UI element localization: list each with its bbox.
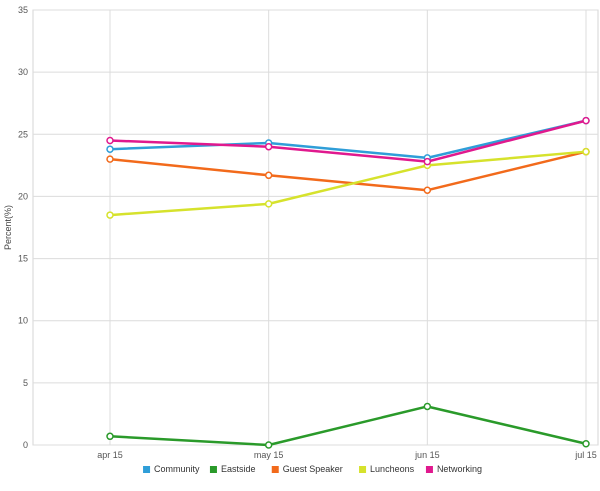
data-point[interactable] (106, 211, 114, 219)
data-point[interactable] (106, 136, 114, 145)
plot-frame (32, 9, 599, 446)
data-point[interactable] (264, 171, 273, 180)
series-line (109, 150, 587, 217)
y-tick-label: 5 (23, 378, 28, 388)
x-tick-label: apr 15 (97, 450, 123, 460)
y-tick-label: 25 (18, 129, 28, 139)
data-point[interactable] (106, 155, 114, 163)
legend-item[interactable]: Eastside (209, 464, 256, 474)
data-point[interactable] (264, 142, 273, 151)
x-axis-ticks: apr 15 may 15 jun 15 jul 15 (97, 450, 597, 460)
data-point[interactable] (582, 116, 590, 125)
data-point[interactable] (106, 145, 114, 153)
y-tick-label: 30 (18, 67, 28, 77)
legend-item[interactable]: Networking (425, 464, 482, 474)
legend-swatch (425, 466, 433, 473)
legend-label: Community (154, 464, 200, 474)
series-line (109, 119, 587, 163)
legend-label: Eastside (221, 464, 256, 474)
legend-swatch (359, 466, 367, 473)
data-point[interactable] (106, 432, 114, 441)
y-axis-title: Percent(%) (3, 205, 13, 250)
x-tick-label: may 15 (254, 450, 284, 460)
series-line (109, 119, 587, 160)
y-axis-ticks: 0 5 10 15 20 25 30 35 (18, 5, 28, 450)
grid (32, 9, 599, 446)
y-tick-label: 35 (18, 5, 28, 15)
legend-label: Networking (437, 464, 482, 474)
legend-swatch (271, 466, 279, 473)
legend-item[interactable]: Luncheons (359, 464, 415, 474)
x-tick-label: jun 15 (414, 450, 440, 460)
legend-item[interactable]: Guest Speaker (271, 464, 343, 474)
y-tick-label: 20 (18, 191, 28, 201)
data-point[interactable] (582, 440, 590, 448)
data-point[interactable] (423, 157, 432, 166)
legend-item[interactable]: Community (143, 464, 200, 474)
y-tick-label: 0 (23, 440, 28, 450)
legend-label: Guest Speaker (283, 464, 343, 474)
data-point[interactable] (423, 186, 432, 194)
legend: Community Eastside Guest Speaker Luncheons N… (143, 464, 482, 474)
series-line (109, 405, 587, 447)
y-tick-label: 10 (18, 316, 28, 326)
series-layer (106, 116, 590, 449)
x-tick-label: jul 15 (574, 450, 597, 460)
data-point[interactable] (264, 441, 273, 449)
legend-swatch (209, 466, 217, 473)
data-point[interactable] (264, 200, 273, 208)
legend-swatch (143, 466, 151, 473)
series-luncheons (106, 147, 590, 219)
legend-label: Luncheons (370, 464, 415, 474)
y-tick-label: 15 (18, 254, 28, 264)
series-eastside (106, 402, 590, 449)
series-line (109, 150, 587, 192)
data-point[interactable] (582, 147, 590, 156)
series-networking (106, 116, 590, 166)
data-point[interactable] (423, 402, 432, 411)
